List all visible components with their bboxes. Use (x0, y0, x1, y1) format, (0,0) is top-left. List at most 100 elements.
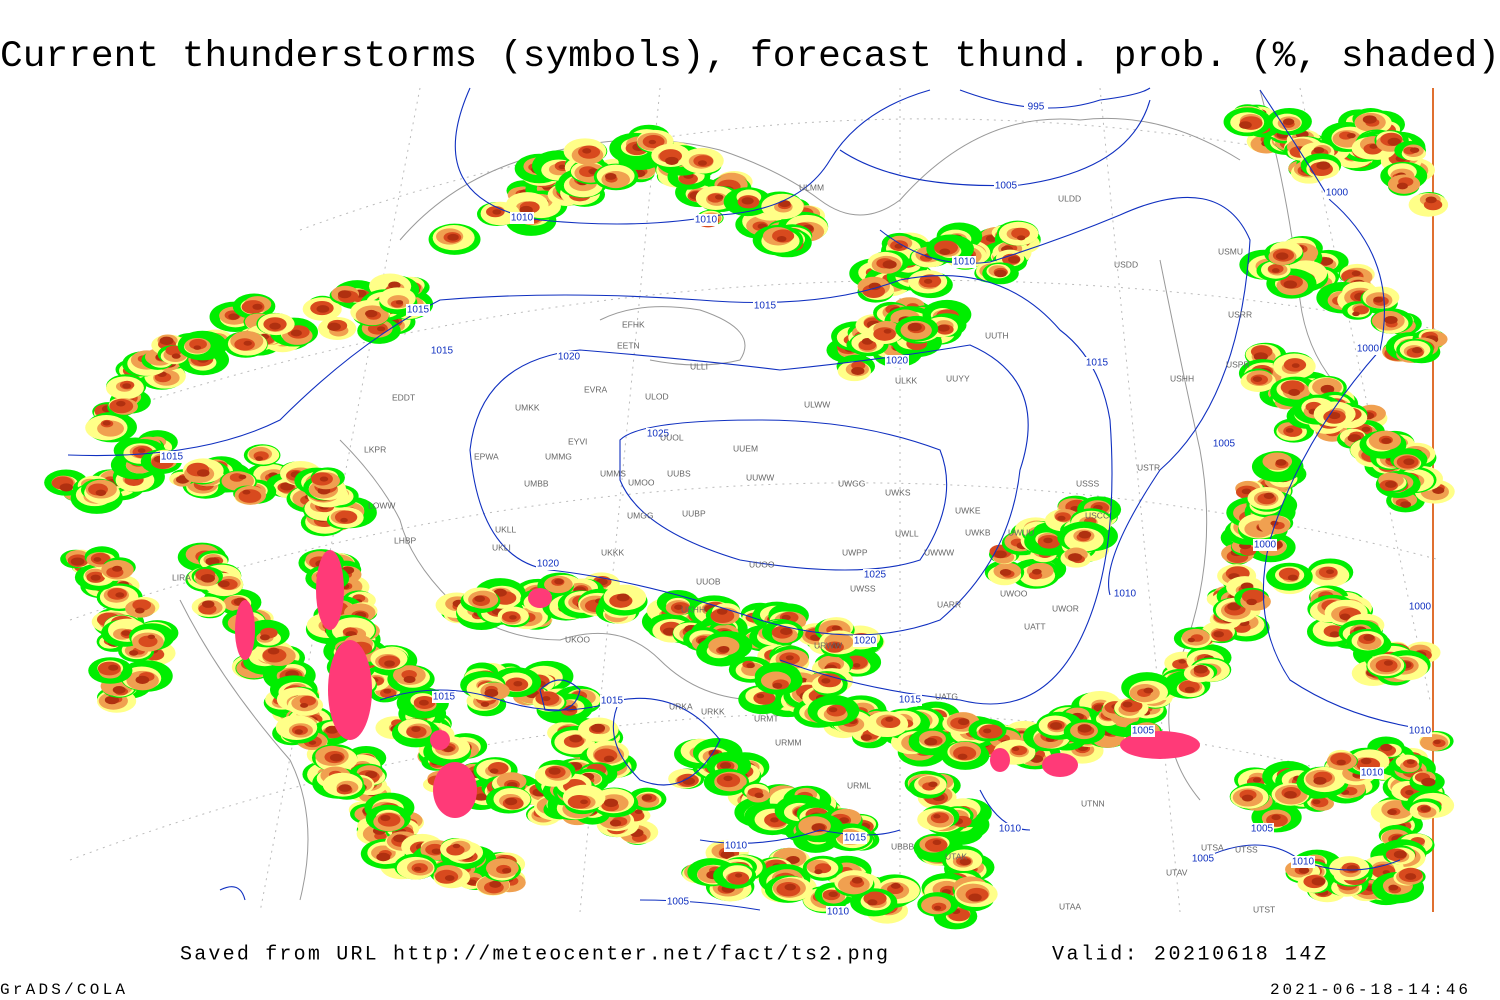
shade-blob (821, 678, 831, 684)
shade-blob (828, 707, 838, 713)
shade-blob (1406, 759, 1415, 765)
shade-blob (1400, 501, 1412, 508)
shade-blob (1336, 759, 1346, 766)
shade-blob (267, 647, 280, 655)
station-label: EPWA (474, 451, 499, 461)
shade-blob (452, 843, 461, 849)
shade-blob (475, 793, 488, 801)
shade-blob (609, 819, 622, 827)
shade-blob (778, 200, 791, 208)
shade-blob (308, 740, 317, 745)
shade-blob (112, 565, 123, 572)
isobar-label: 1015 (1086, 358, 1109, 369)
shade-blob (714, 194, 724, 200)
shade-blob (634, 809, 643, 815)
shade-blob (115, 592, 125, 598)
shade-blob (554, 578, 564, 585)
station-label: UKOO (565, 634, 590, 644)
shade-blob (132, 599, 152, 611)
shade-blob (1077, 724, 1092, 733)
shade-blob (1385, 480, 1397, 488)
shade-blob (754, 792, 764, 799)
station-label: UMMG (545, 451, 572, 461)
shade-blob (838, 817, 850, 824)
shade-blob (1346, 132, 1356, 139)
shade-blob (814, 869, 823, 875)
shade-blob (780, 627, 793, 635)
shade-blob (1425, 196, 1437, 204)
shade-blob (1396, 182, 1408, 190)
shade-blob (1432, 486, 1445, 494)
shade-blob (504, 797, 518, 806)
shade-blob (1388, 884, 1399, 891)
shade-blob (159, 336, 174, 346)
shade-blob (641, 794, 653, 801)
shade-blob (983, 728, 992, 734)
station-label: UTSS (1235, 844, 1258, 854)
station-label: ULMM (799, 182, 824, 192)
station-label: LHBP (394, 535, 417, 545)
shade-blob (1263, 492, 1275, 500)
isobar-label: 1005 (1251, 824, 1274, 835)
station-label: UWSS (850, 583, 876, 593)
station-label: LIRA (172, 572, 191, 582)
station-label: UKHH (681, 604, 705, 614)
shade-blob (716, 608, 728, 615)
station-label: UWGG (838, 478, 865, 488)
isobar-label: 1010 (1114, 589, 1137, 600)
shade-blob (447, 233, 459, 241)
shade-blob (1246, 598, 1257, 606)
shade-blob (446, 844, 465, 856)
shade-blob (319, 476, 329, 482)
station-label: EETN (617, 340, 640, 350)
thunderstorm-probability-shading (44, 104, 1455, 930)
shade-blob (134, 607, 145, 614)
shade-blob (243, 340, 252, 346)
shade-blob (502, 867, 512, 874)
shade-blob (1351, 270, 1361, 277)
shade-blob (894, 243, 903, 249)
shade-blob (104, 695, 120, 705)
shade-blob (719, 762, 732, 769)
shade-blob (784, 883, 796, 891)
station-label: UARR (937, 599, 961, 609)
shade-blob (1403, 458, 1415, 466)
shade-blob (492, 209, 502, 215)
shade-blob (882, 260, 897, 269)
shade-blob (851, 366, 865, 375)
shade-blob (418, 699, 429, 706)
shade-blob (70, 557, 85, 566)
shade-blob (1283, 280, 1298, 289)
isobar-label: 1015 (844, 833, 867, 844)
shade-blob (1287, 574, 1298, 581)
isobar-label: 995 (1028, 102, 1045, 113)
shade-blob (831, 625, 841, 631)
shade-blob (1227, 602, 1241, 611)
shade-blob (1241, 794, 1254, 802)
station-label: UTAK (945, 851, 967, 861)
shade-blob (851, 877, 863, 884)
shade-blob (1143, 687, 1154, 694)
shade-blob (112, 686, 126, 694)
shade-blob (541, 696, 551, 702)
station-label: ULWW (804, 399, 830, 409)
shade-blob (852, 663, 861, 668)
station-label: UWPP (842, 547, 868, 557)
thunderstorm-symbols (235, 600, 255, 660)
isobar-label: 1005 (667, 897, 690, 908)
shade-blob (590, 723, 606, 733)
shade-blob (1380, 743, 1393, 752)
shade-blob (300, 703, 309, 708)
shade-blob (1316, 161, 1331, 170)
shade-blob (316, 305, 330, 313)
isobar-label: 1000 (1254, 540, 1277, 551)
station-label: URKK (701, 706, 725, 716)
shade-blob (1311, 877, 1326, 886)
shade-blob (1122, 701, 1133, 708)
shade-blob (294, 729, 303, 735)
shade-blob (924, 737, 938, 746)
shade-blob (603, 798, 619, 808)
station-label: UMGG (627, 510, 653, 520)
